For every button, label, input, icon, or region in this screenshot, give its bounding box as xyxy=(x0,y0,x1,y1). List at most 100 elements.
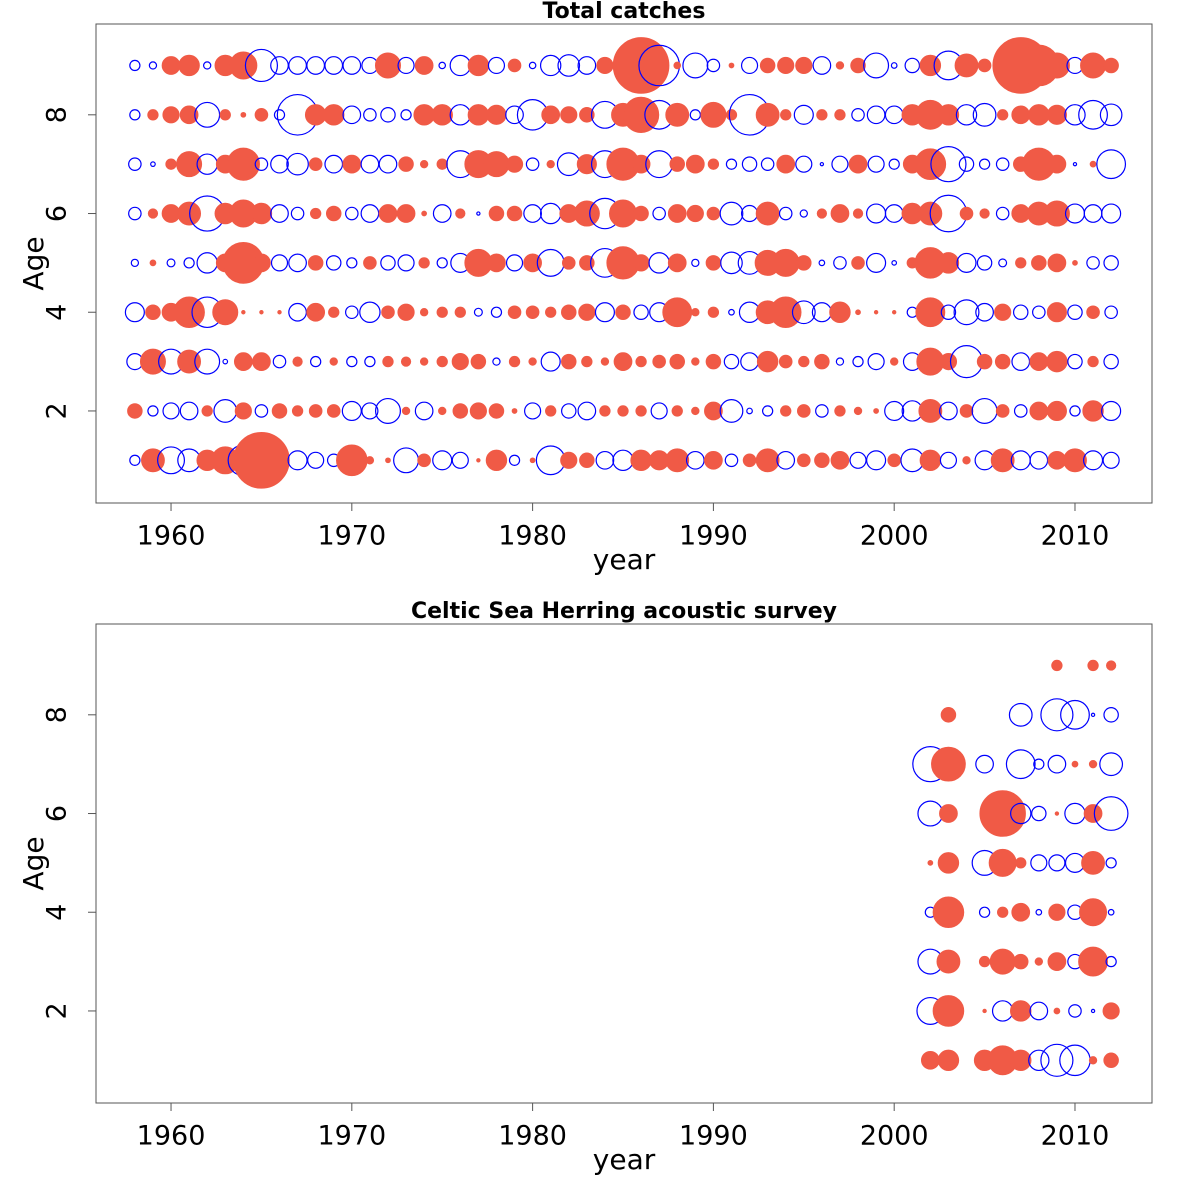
y-axis-label: Age xyxy=(17,236,50,290)
bubble xyxy=(1089,160,1097,168)
bubble xyxy=(890,62,898,69)
bubble xyxy=(1046,350,1068,373)
bubble xyxy=(1078,946,1108,977)
bubble xyxy=(254,404,269,418)
bubble xyxy=(419,159,429,169)
bubble xyxy=(1086,256,1100,270)
bubble xyxy=(919,54,942,77)
bubble xyxy=(194,101,221,128)
bubble xyxy=(835,357,845,366)
bubble xyxy=(691,308,700,317)
bubble xyxy=(419,308,429,317)
bubble xyxy=(741,156,758,172)
bubble xyxy=(652,206,666,221)
bubble xyxy=(414,56,434,75)
bubble xyxy=(127,403,143,419)
y-tick-label: 8 xyxy=(42,106,73,123)
x-tick-label: 1980 xyxy=(498,521,567,552)
bubble xyxy=(920,1050,940,1070)
bubble xyxy=(1087,355,1099,368)
bubble xyxy=(975,302,994,322)
bubble xyxy=(473,307,483,317)
x-tick-label: 1970 xyxy=(317,1121,386,1152)
bubble xyxy=(374,52,401,79)
bubble xyxy=(541,105,561,125)
bubble xyxy=(755,102,780,127)
bubble xyxy=(873,310,879,315)
bubble xyxy=(940,707,957,723)
bubble xyxy=(1067,304,1083,320)
bubble xyxy=(438,61,447,70)
bubble xyxy=(545,306,557,318)
bubble xyxy=(342,105,362,125)
bubble xyxy=(997,109,1009,121)
bubble xyxy=(1011,902,1031,922)
bubble xyxy=(310,355,322,368)
bubble xyxy=(740,204,759,223)
bubble xyxy=(1082,450,1104,471)
bubble xyxy=(939,401,958,421)
bubble xyxy=(814,353,830,370)
bubble xyxy=(652,354,666,369)
bubble xyxy=(691,258,700,268)
bubble xyxy=(685,450,705,470)
bubble xyxy=(849,451,867,469)
bubble xyxy=(891,310,897,315)
bubble xyxy=(1030,854,1048,872)
bubble xyxy=(755,448,780,473)
bubble xyxy=(436,306,448,318)
bubble xyxy=(630,449,652,472)
bubble xyxy=(1079,898,1108,927)
bubble xyxy=(308,404,323,418)
x-tick-label: 1990 xyxy=(679,1121,748,1152)
bubble xyxy=(728,308,735,316)
bubble xyxy=(685,154,705,174)
bubble xyxy=(545,405,557,417)
bubble xyxy=(381,305,395,320)
bubble xyxy=(867,352,885,371)
bubble xyxy=(286,152,309,176)
bubble xyxy=(254,108,269,122)
bubble xyxy=(1099,103,1123,127)
bubble xyxy=(927,860,934,866)
bubble xyxy=(962,456,971,465)
bubble xyxy=(1081,850,1105,875)
bubble xyxy=(397,303,415,321)
bubble xyxy=(617,405,629,417)
bubble xyxy=(523,204,542,223)
bubble xyxy=(179,105,199,125)
x-tick-label: 2010 xyxy=(1041,521,1110,552)
bubble xyxy=(835,61,845,70)
bubble xyxy=(528,61,537,70)
bubble xyxy=(1040,1043,1074,1077)
bubble xyxy=(834,109,846,121)
bubble xyxy=(1107,908,1115,916)
bubble xyxy=(336,444,368,477)
bubble xyxy=(954,53,979,78)
bubble xyxy=(241,310,246,315)
bubble xyxy=(978,906,991,918)
bubble xyxy=(1047,154,1067,174)
bubble xyxy=(508,355,521,368)
bubble xyxy=(1012,953,1029,970)
bubble xyxy=(665,102,690,127)
bubble xyxy=(307,451,325,469)
bubble xyxy=(689,109,701,121)
bubble xyxy=(937,252,960,274)
y-tick-label: 2 xyxy=(42,402,73,419)
bubble xyxy=(1103,1052,1119,1069)
bubble xyxy=(467,104,490,126)
bubble xyxy=(150,161,156,168)
bubble xyxy=(1046,400,1067,422)
bubble xyxy=(507,58,522,73)
bubble xyxy=(1072,260,1078,266)
bubble xyxy=(272,354,287,369)
bubble xyxy=(1104,305,1118,320)
bubble xyxy=(706,206,721,221)
bubble xyxy=(631,154,651,174)
bubble xyxy=(720,251,743,275)
bubble xyxy=(576,154,597,175)
bubble xyxy=(252,253,271,273)
bubble xyxy=(1101,203,1122,224)
bubble xyxy=(1033,758,1045,770)
